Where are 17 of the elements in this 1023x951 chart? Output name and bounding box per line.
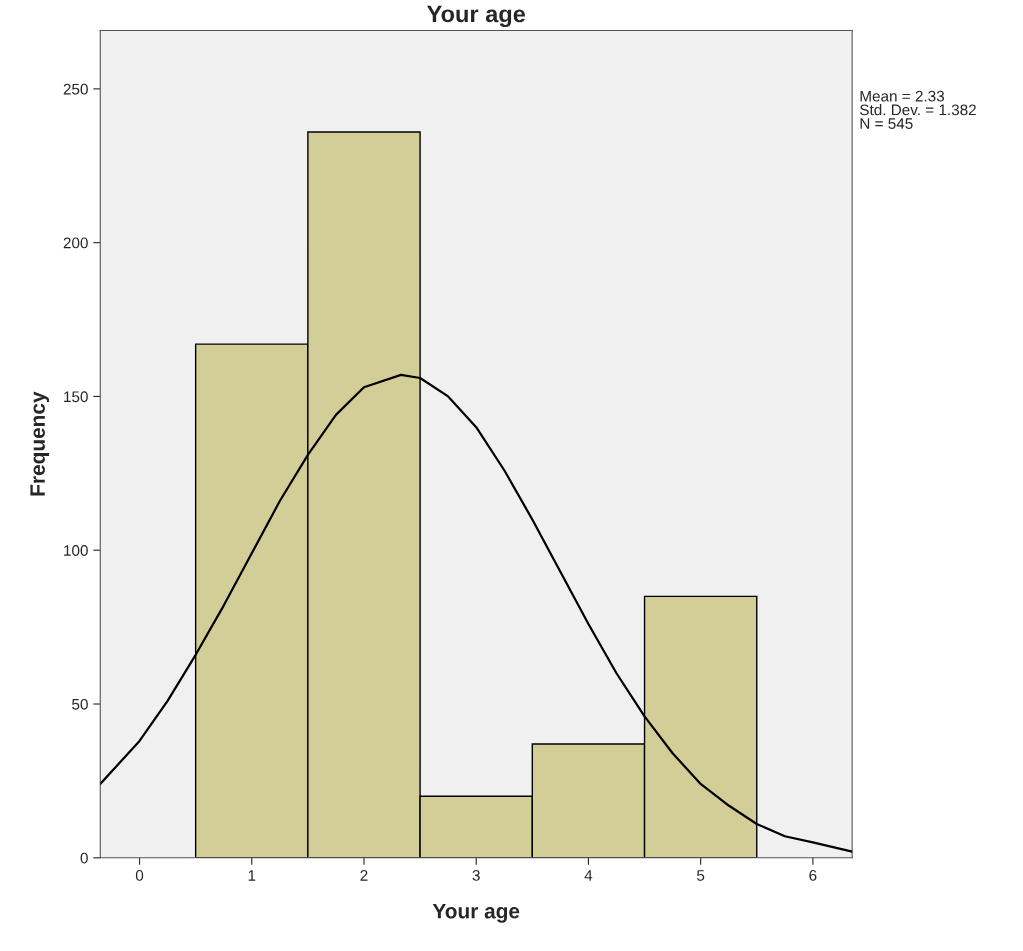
y-tick-label: 50 — [72, 698, 88, 710]
y-tick-label: 250 — [63, 83, 88, 95]
x-tick-label: 3 — [472, 870, 480, 881]
y-tick-label: 200 — [63, 237, 88, 249]
y-tick-label: 100 — [64, 545, 88, 556]
y-tick-label: 0 — [80, 852, 88, 864]
y-axis-title: Frequency — [30, 391, 50, 496]
x-tick-label: 6 — [809, 870, 817, 881]
x-tick-label: 5 — [697, 870, 705, 881]
chart-title: Your age — [426, 5, 526, 28]
x-tick-label: 0 — [135, 870, 144, 881]
text: Mean = 2.33 Std. Dev. = 1.382 N = 545 — [860, 90, 976, 129]
x-tick-label: 1 — [248, 870, 256, 881]
x-axis-title: Your age — [432, 903, 520, 923]
x-tick-label: 4 — [584, 870, 593, 881]
y-tick-label: 150 — [64, 391, 88, 403]
x-tick-label: 2 — [360, 870, 368, 881]
